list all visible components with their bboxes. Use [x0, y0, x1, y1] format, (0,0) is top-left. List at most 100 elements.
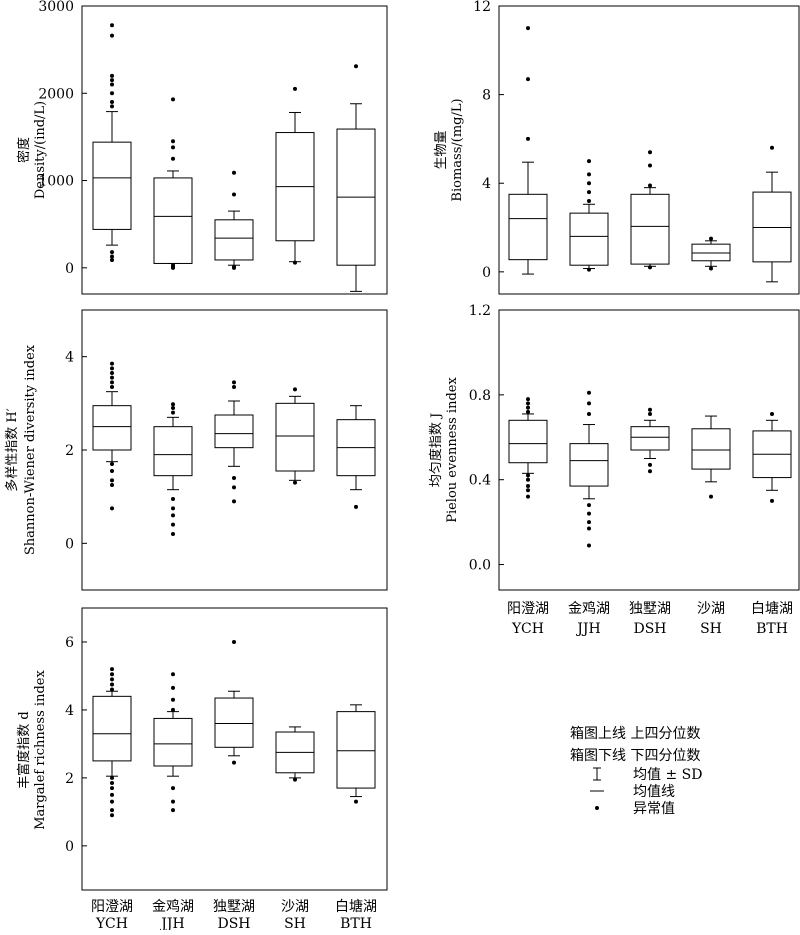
- xlabel-left-en-3: SH: [284, 916, 306, 930]
- biomass-jjh-outlier-4: [587, 172, 591, 177]
- pielou-sh-outlier-0: [709, 494, 713, 499]
- pielou-jjh-outlier-3: [587, 511, 591, 516]
- pielou-sh-box: [691, 428, 731, 470]
- margalef-bth-box: [336, 711, 376, 789]
- margalef-ych-outlier-9: [110, 677, 114, 682]
- shannon-jjh-outlier-3: [171, 506, 175, 511]
- density-ych-outlier-9: [110, 33, 114, 38]
- density-jjh-outlier-5: [171, 139, 175, 144]
- density-ylabel-cn: 密度: [16, 137, 32, 163]
- pielou-ych-outlier-0: [526, 494, 530, 499]
- xlabel-right-cn-0: 阳澄湖: [507, 601, 549, 617]
- shannon-dsh-outlier-2: [232, 476, 236, 480]
- panel-density-frame: [81, 5, 388, 295]
- pielou-dsh-outlier-3: [648, 407, 652, 412]
- density-jjh-outlier-4: [171, 145, 175, 150]
- pielou-jjh-outlier-4: [587, 503, 591, 508]
- shannon-ych-outlier-6: [110, 380, 114, 385]
- panel-biomass-frame: [498, 5, 800, 295]
- density-dsh-box: [214, 219, 254, 261]
- biomass-jjh-box: [569, 212, 609, 266]
- density-ych-outlier-7: [110, 78, 114, 83]
- biomass-ych-outlier-1: [526, 77, 530, 82]
- density-ych-outlier-3: [110, 104, 114, 109]
- xlabel-right-cn-3: 沙湖: [697, 601, 725, 617]
- pielou-jjh-outlier-1: [587, 526, 591, 531]
- shannon-ytick-label-2: 4: [65, 350, 74, 366]
- margalef-jjh-outlier-3: [171, 707, 175, 712]
- shannon-dsh-outlier-3: [232, 385, 236, 389]
- margalef-ylabel-en: Margalef richness index: [33, 670, 48, 830]
- xlabel-right-en-0: YCH: [511, 621, 544, 637]
- shannon-dsh-outlier-0: [232, 499, 236, 504]
- margalef-ych-outlier-7: [110, 687, 114, 692]
- legend-mean-line: 均值线: [633, 784, 675, 800]
- pielou-ytick-label-1: 0.4: [469, 473, 491, 489]
- biomass-jjh-outlier-1: [587, 198, 591, 203]
- margalef-ytick-label-2: 4: [65, 703, 74, 719]
- margalef-dsh-box: [214, 697, 254, 748]
- density-ytick-label-3: 3000: [38, 0, 74, 15]
- shannon-jjh-outlier-4: [171, 497, 175, 501]
- shannon-sh-outlier-0: [293, 480, 297, 485]
- pielou-jjh-box: [569, 443, 609, 487]
- pielou-dsh-outlier-2: [648, 411, 652, 416]
- pielou-bth-outlier-1: [770, 411, 774, 416]
- biomass-dsh-outlier-0: [648, 265, 652, 270]
- legend-outlier: 异常值: [633, 801, 675, 817]
- biomass-dsh-box: [630, 193, 670, 265]
- panel-pielou-frame: [498, 309, 800, 591]
- pielou-ych-outlier-2: [526, 484, 530, 489]
- shannon-dsh-outlier-1: [232, 485, 236, 490]
- shannon-ytick-label-0: 0: [65, 536, 74, 552]
- pielou-ytick-label-2: 0.8: [469, 388, 491, 404]
- shannon-ych-outlier-9: [110, 366, 114, 371]
- shannon-ytick-label-1: 2: [65, 443, 74, 459]
- shannon-ych-outlier-0: [110, 506, 114, 511]
- density-ych-outlier-1: [110, 254, 114, 259]
- margalef-ych-outlier-1: [110, 808, 114, 813]
- margalef-ytick-label-1: 2: [65, 771, 74, 787]
- biomass-jjh-outlier-2: [587, 190, 591, 195]
- shannon-dsh-outlier-4: [232, 380, 236, 385]
- shannon-ych-outlier-8: [110, 371, 114, 375]
- margalef-ych-outlier-2: [110, 799, 114, 804]
- biomass-dsh-outlier-1: [648, 183, 652, 188]
- pielou-ych-outlier-7: [526, 401, 530, 406]
- density-ytick-label-2: 2000: [38, 86, 74, 102]
- biomass-ytick-label-2: 8: [482, 88, 491, 104]
- density-dsh-outlier-3: [232, 170, 236, 175]
- pielou-jjh-outlier-7: [587, 390, 591, 395]
- density-ych-outlier-10: [110, 23, 114, 28]
- xlabel-right-en-2: DSH: [633, 621, 666, 637]
- shannon-ych-outlier-2: [110, 478, 114, 483]
- pielou-dsh-outlier-0: [648, 469, 652, 474]
- shannon-jjh-outlier-0: [171, 532, 175, 536]
- margalef-dsh-outlier-0: [232, 760, 236, 765]
- xlabel-left-cn-4: 白塘湖: [335, 899, 377, 915]
- density-ylabel-en: Density/(ind/L): [33, 101, 48, 199]
- margalef-jjh-outlier-0: [171, 808, 175, 813]
- density-ych-outlier-5: [110, 91, 114, 96]
- pielou-ych-box: [508, 419, 548, 464]
- margalef-ych-outlier-8: [110, 682, 114, 687]
- biomass-ytick-label-0: 0: [482, 265, 491, 281]
- density-ych-outlier-6: [110, 82, 114, 87]
- margalef-jjh-outlier-2: [171, 786, 175, 791]
- shannon-sh-outlier-1: [293, 387, 297, 392]
- shannon-ylabel-en: Shannon-Wiener diversity index: [23, 344, 38, 555]
- pielou-jjh-outlier-6: [587, 401, 591, 406]
- xlabel-left-cn-3: 沙湖: [281, 899, 309, 915]
- pielou-ylabel-cn: 均匀度指数 J: [428, 413, 444, 487]
- xlabel-left-en-0: YCH: [95, 916, 128, 930]
- xlabel-right-en-4: BTH: [756, 621, 788, 637]
- xlabel-left-en-1: JJH: [159, 916, 184, 930]
- panel-margalef-frame: [81, 607, 388, 891]
- shannon-jjh-outlier-2: [171, 513, 175, 518]
- margalef-ych-outlier-5: [110, 780, 114, 785]
- margalef-ytick-label-0: 0: [65, 839, 74, 855]
- xlabel-right-en-3: SH: [700, 621, 722, 637]
- pielou-ych-outlier-1: [526, 488, 530, 493]
- pielou-ych-outlier-5: [526, 409, 530, 414]
- xlabel-right-cn-4: 白塘湖: [751, 601, 793, 617]
